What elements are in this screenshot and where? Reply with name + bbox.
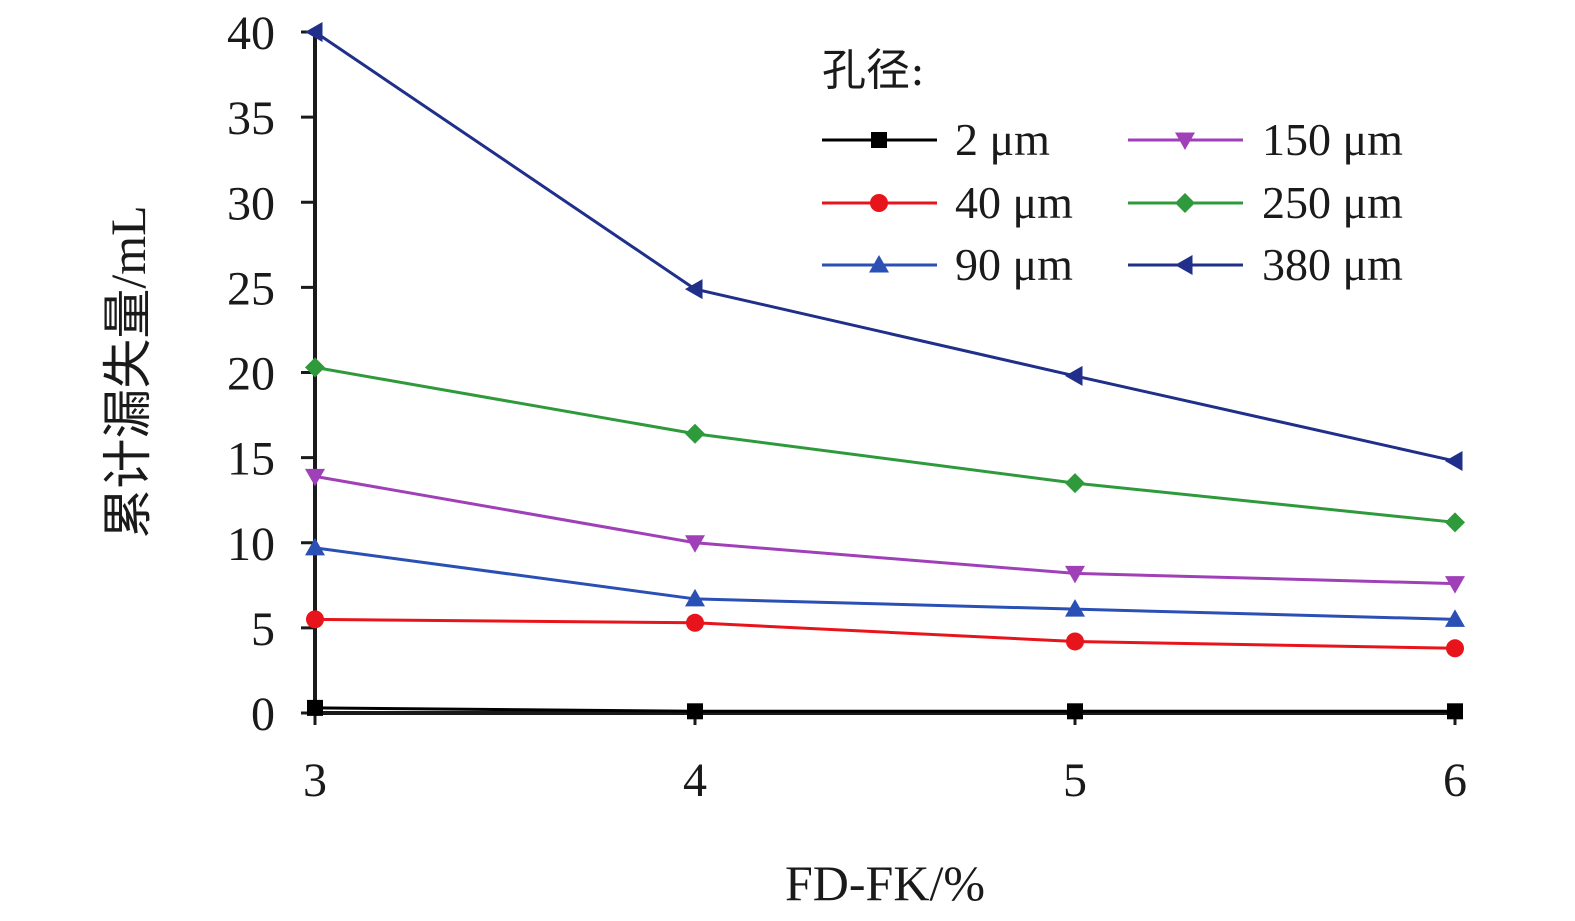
legend-marker [1175, 193, 1195, 213]
data-point [1445, 512, 1465, 533]
series-line [314, 546, 1456, 621]
legend-marker [870, 194, 888, 212]
data-point [1445, 576, 1465, 594]
data-point [1066, 632, 1084, 651]
data-point [1065, 599, 1085, 617]
data-point [685, 423, 705, 444]
legend-marker [1175, 255, 1193, 275]
series-5 [305, 22, 1463, 472]
y-tick-label: 20 [227, 348, 275, 401]
legend-label: 250 μm [1262, 177, 1403, 228]
y-tick-label: 15 [227, 433, 275, 486]
legend-marker [871, 132, 887, 148]
axes: 0 5 10 15 20 25 30 35 40 3 4 5 6 [227, 7, 1467, 807]
y-tick-label: 0 [251, 688, 275, 741]
series-2 [305, 537, 1465, 627]
y-tick-label: 35 [227, 92, 275, 145]
series-line [314, 474, 1456, 586]
legend-item: 150 μm [1128, 114, 1403, 165]
legend-label: 90 μm [955, 239, 1073, 290]
data-point [685, 535, 705, 553]
data-point [685, 588, 705, 607]
data-point [685, 279, 703, 300]
data-point [1065, 365, 1083, 386]
data-point [305, 537, 325, 556]
data-point [1065, 565, 1085, 584]
y-tick-label: 40 [227, 7, 275, 60]
y-tick-label: 25 [227, 262, 275, 315]
legend-item: 90 μm [822, 239, 1073, 290]
series-1 [306, 610, 1464, 658]
legend-title: 孔径: [822, 45, 925, 96]
data-point [1445, 609, 1465, 627]
y-tick-label: 10 [227, 518, 275, 571]
legend-marker [869, 255, 889, 273]
x-tick-label: 4 [683, 754, 707, 807]
data-point [307, 699, 323, 716]
legend: 孔径: 2 μm 40 μm 90 μm 150 μm 250 μm 380 μm [822, 45, 1403, 290]
legend-label: 380 μm [1262, 239, 1403, 290]
data-point [1445, 451, 1463, 472]
series-4 [305, 357, 1465, 533]
data-point [1446, 639, 1464, 658]
legend-label: 150 μm [1262, 114, 1403, 165]
data-point [305, 357, 325, 378]
legend-label: 2 μm [955, 114, 1050, 165]
y-tick-label: 30 [227, 177, 275, 230]
x-tick-label: 6 [1443, 754, 1467, 807]
x-axis-title: FD-FK/% [785, 855, 985, 911]
data-point [1065, 473, 1085, 494]
x-tick-label: 3 [303, 754, 327, 807]
series-line [314, 365, 1456, 524]
series-group [305, 22, 1465, 720]
series-0 [307, 699, 1463, 720]
data-point [687, 703, 703, 720]
legend-item: 250 μm [1128, 177, 1403, 228]
series-line [314, 30, 1456, 463]
x-tick-label: 5 [1063, 754, 1087, 807]
legend-label: 40 μm [955, 177, 1073, 228]
data-point [306, 610, 324, 629]
series-line [314, 706, 1455, 713]
y-axis-title: 累计漏失量/mL [100, 205, 156, 538]
legend-item: 2 μm [822, 114, 1050, 165]
legend-item: 40 μm [822, 177, 1073, 228]
series-line [314, 617, 1456, 650]
data-point [305, 22, 323, 42]
data-point [686, 613, 704, 632]
data-point [305, 468, 325, 487]
legend-item: 380 μm [1128, 239, 1403, 290]
data-point [1447, 703, 1463, 720]
series-3 [305, 468, 1465, 594]
y-tick-label: 5 [251, 603, 275, 656]
data-point [1067, 703, 1083, 720]
legend-marker [1175, 132, 1195, 150]
